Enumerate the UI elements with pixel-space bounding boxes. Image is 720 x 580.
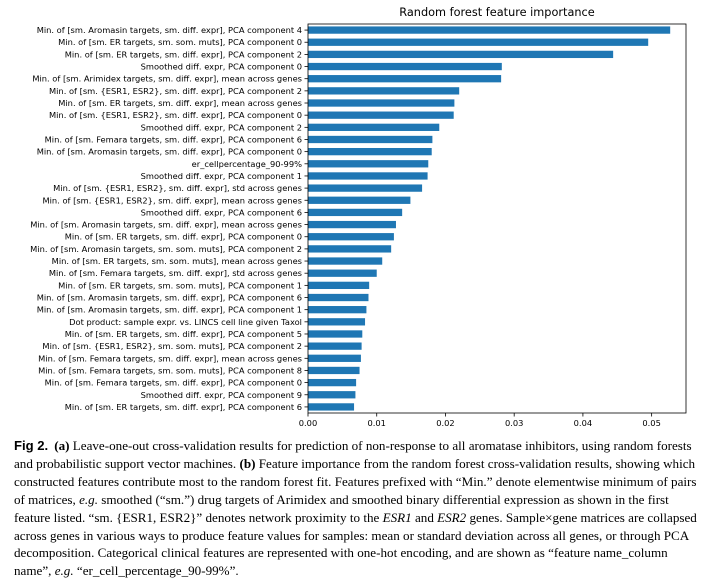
y-tick-label: Min. of [sm. Aromasin targets, sm. diff.… <box>30 220 302 230</box>
bar-20 <box>308 257 383 265</box>
bar-17 <box>308 220 396 229</box>
bar-32 <box>308 403 355 411</box>
y-tick-label: Min. of [sm. {ESR1, ESR2}, sm. som. muts… <box>42 341 302 351</box>
bar-15 <box>308 196 411 204</box>
y-tick-label: Smoothed diff. expr, PCA component 6 <box>141 207 302 217</box>
bar-25 <box>308 318 366 326</box>
y-tick-label: Smoothed diff. expr, PCA component 2 <box>141 122 302 132</box>
y-tick-label: Min. of [sm. Aromasin targets, sm. diff.… <box>37 305 302 315</box>
y-tick-label: Min. of [sm. ER targets, sm. som. muts],… <box>58 280 302 290</box>
bar-3 <box>308 50 614 59</box>
y-tick-label: Min. of [sm. ER targets, sm. som. muts],… <box>58 37 302 47</box>
x-tick-label: 0.03 <box>505 418 523 428</box>
caption-panel-b-text-1: Feature importance from the random fores… <box>14 455 697 507</box>
caption-gene-esr1: ESR1 <box>382 509 412 525</box>
y-tick-label: Min. of [sm. ER targets, sm. diff. expr]… <box>65 329 302 339</box>
y-tick-label: Min. of [sm. Arimidex targets, sm. diff.… <box>32 74 302 84</box>
bar-31 <box>308 391 356 399</box>
y-tick-label: Min. of [sm. {ESR1, ESR2}, sm. diff. exp… <box>49 110 302 120</box>
bar-21 <box>308 269 377 277</box>
y-tick-label: Smoothed diff. expr, PCA component 1 <box>141 171 302 181</box>
bar-29 <box>308 366 360 375</box>
figure-label: Fig 2. <box>14 438 49 453</box>
y-tick-label: Min. of [sm. Femara targets, sm. diff. e… <box>45 134 302 144</box>
bar-24 <box>308 306 367 314</box>
plot-frame <box>307 23 687 414</box>
bar-14 <box>308 184 423 192</box>
y-tick-label: Min. of [sm. Aromasin targets, sm. diff.… <box>37 25 302 35</box>
y-tick-label: Min. of [sm. ER targets, sm. som. muts],… <box>52 256 302 266</box>
y-tick-label: Smoothed diff. expr, PCA component 0 <box>141 62 302 72</box>
y-tick-label: Min. of [sm. Aromasin targets, sm. diff.… <box>37 293 302 303</box>
bar-9 <box>308 123 440 131</box>
bar-12 <box>308 160 429 168</box>
y-tick-label: Min. of [sm. Aromasin targets, sm. som. … <box>30 244 302 254</box>
caption-eg-1: e.g. <box>79 491 98 507</box>
y-tick-label: Min. of [sm. ER targets, sm. diff. expr]… <box>65 49 302 59</box>
bar-16 <box>308 208 403 217</box>
bar-11 <box>308 147 432 156</box>
x-tick-label: 0.04 <box>574 418 592 428</box>
x-tick-label: 0.01 <box>367 418 385 428</box>
bar-7 <box>308 99 455 107</box>
y-tick-label: Min. of [sm. Femara targets, sm. diff. e… <box>49 268 302 278</box>
y-tick-label: Min. of [sm. {ESR1, ESR2}, sm. diff. exp… <box>42 195 302 205</box>
y-tick-label: Min. of [sm. ER targets, sm. diff. expr]… <box>65 402 302 412</box>
bar-5 <box>308 75 502 83</box>
panel-b-label: (b) <box>239 455 256 471</box>
x-tick-label: 0.02 <box>436 418 454 428</box>
bar-2 <box>308 38 649 46</box>
feature-importance-chart: Random forest feature importance Min. of… <box>30 6 687 428</box>
bar-18 <box>308 233 394 241</box>
caption-panel-a-text: Leave-one-out cross-validation results f… <box>14 438 692 471</box>
y-tick-label: Smoothed diff. expr, PCA component 9 <box>141 390 302 400</box>
bar-8 <box>308 111 454 119</box>
y-tick-label: Dot product: sample expr. vs. LINCS cell… <box>69 317 302 327</box>
y-tick-label: er_cellpercentage_90-99% <box>192 159 302 169</box>
x-tick-label: 0.05 <box>642 418 660 428</box>
caption-panel-b-text-2: smoothed (“sm.”) drug targets of Arimide… <box>14 491 669 525</box>
y-tick-label: Min. of [sm. {ESR1, ESR2}, sm. diff. exp… <box>49 86 302 96</box>
x-tick-label: 0.00 <box>299 418 317 428</box>
bar-4 <box>308 62 502 71</box>
y-tick-label: Min. of [sm. Femara targets, sm. diff. e… <box>38 353 302 363</box>
bar-13 <box>308 172 428 180</box>
caption-and: and <box>411 509 438 525</box>
bar-19 <box>308 245 392 253</box>
y-tick-label: Min. of [sm. Femara targets, sm. som. mu… <box>38 365 302 375</box>
bar-1 <box>308 26 671 34</box>
bar-23 <box>308 293 369 302</box>
y-tick-label: Min. of [sm. ER targets, sm. diff. expr]… <box>65 232 302 242</box>
bar-28 <box>308 354 361 362</box>
y-tick-label: Min. of [sm. Femara targets, sm. diff. e… <box>45 378 302 388</box>
bar-30 <box>308 378 357 387</box>
figure-caption: Fig 2. (a) Leave-one-out cross-validation… <box>14 437 704 580</box>
y-tick-label: Min. of [sm. Aromasin targets, sm. diff.… <box>37 147 302 157</box>
chart-title: Random forest feature importance <box>399 6 594 19</box>
y-tick-label: Min. of [sm. ER targets, sm. diff. expr]… <box>58 98 302 108</box>
y-tick-label: Min. of [sm. {ESR1, ESR2}, sm. diff. exp… <box>53 183 302 193</box>
caption-panel-b-text-3: genes. Sample×gene matrices are collapse… <box>14 509 697 579</box>
bar-26 <box>308 330 363 338</box>
bar-22 <box>308 281 370 290</box>
bar-10 <box>308 135 433 144</box>
bar-6 <box>308 87 460 95</box>
bar-27 <box>308 342 362 350</box>
panel-a-label: (a) <box>54 438 70 453</box>
caption-gene-esr2: ESR2 <box>437 509 467 525</box>
